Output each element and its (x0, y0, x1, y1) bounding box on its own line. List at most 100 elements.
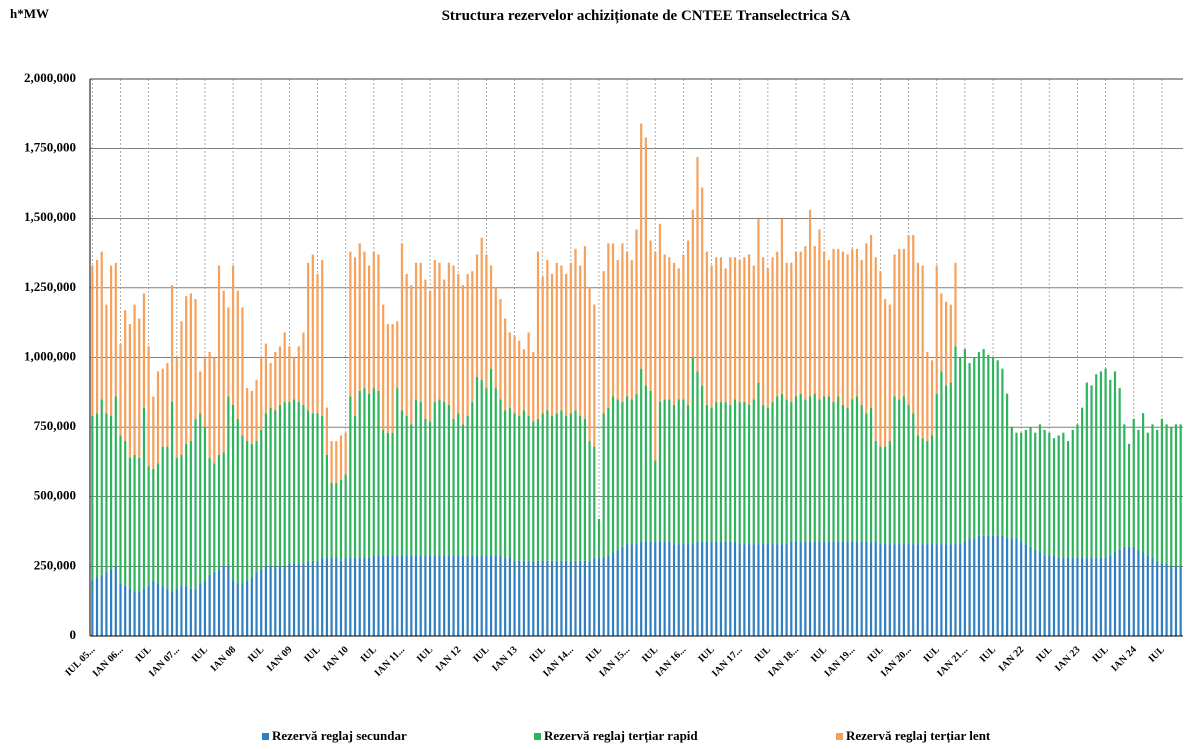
bar-segment (302, 332, 305, 405)
bar-segment (724, 268, 727, 403)
bar-segment (368, 265, 371, 394)
bar-segment (560, 265, 563, 411)
bar-segment (902, 544, 905, 636)
bar-segment (170, 285, 174, 403)
bar-segment (902, 396, 905, 545)
bar-segment (794, 541, 798, 636)
bar-segment (344, 474, 347, 559)
bar-segment (335, 482, 338, 559)
bar-segment (893, 254, 896, 397)
bar-segment (785, 262, 788, 400)
bar-segment (583, 246, 586, 419)
bar-segment (489, 555, 493, 636)
x-tick-label: IUL (865, 644, 886, 665)
bar-segment (236, 583, 239, 636)
bar-segment (621, 243, 624, 403)
bar-segment (621, 546, 624, 636)
bar-segment (926, 351, 929, 442)
bar-segment (579, 265, 582, 416)
bar-segment (433, 402, 436, 556)
bar-segment (851, 399, 854, 542)
bar-segment (297, 346, 300, 403)
bar-segment (893, 544, 896, 636)
bar-segment (1085, 558, 1088, 636)
bar-segment (555, 262, 558, 414)
bar-segment (940, 293, 943, 372)
bar-segment (166, 588, 169, 636)
bar-segment (166, 446, 169, 589)
bar-segment (574, 410, 577, 561)
bar-segment (672, 262, 676, 405)
x-tick-label: IAN 08 (209, 644, 239, 674)
bar-segment (1048, 432, 1051, 556)
bar-segment (607, 243, 610, 408)
bar-segment (231, 580, 235, 636)
legend-label: Rezervă reglaj secundar (272, 728, 407, 743)
x-tick-label: IUL (133, 644, 154, 665)
bar-segment (729, 257, 732, 405)
bar-segment (565, 415, 568, 561)
bar-segment (898, 544, 901, 636)
bar-segment (203, 357, 207, 428)
bar-segment (508, 407, 511, 559)
bar-segment (823, 396, 826, 542)
bar-segment (368, 393, 371, 559)
bar-segment (569, 262, 572, 414)
bar-segment (644, 541, 647, 636)
bar-segment (368, 558, 371, 636)
bar-segment (1062, 432, 1065, 559)
bar-segment (189, 293, 192, 442)
bar-segment (818, 229, 821, 400)
bar-segment (100, 251, 103, 400)
bar-segment (133, 591, 136, 636)
x-tick-label: IAN 12 (434, 644, 464, 674)
bar-segment (888, 544, 891, 636)
bar-segment (541, 560, 544, 636)
bar-segment (1043, 555, 1046, 636)
bar-segment (499, 299, 502, 400)
bar-segment (982, 535, 985, 636)
bar-segment (823, 541, 826, 636)
bar-segment (1066, 558, 1070, 636)
bar-segment (846, 407, 849, 542)
bar-segment (438, 399, 441, 556)
bar-segment (1071, 558, 1074, 636)
bar-segment (513, 335, 516, 414)
bar-segment (640, 123, 643, 369)
bar-segment (855, 248, 859, 397)
bar-segment (818, 541, 821, 636)
bar-segment (339, 480, 343, 561)
bar-segment (1081, 558, 1084, 636)
bar-segment (532, 421, 535, 561)
bar-segment (616, 549, 619, 636)
bar-segment (344, 558, 347, 636)
x-tick-label: IAN 17... (710, 644, 745, 679)
bar-segment (480, 555, 483, 636)
bar-segment (142, 588, 146, 636)
bar-segment (222, 290, 225, 453)
bar-segment (175, 457, 178, 589)
x-tick-label: IAN 06... (91, 644, 126, 679)
bar-segment (194, 418, 197, 589)
bar-segment (776, 251, 779, 397)
bar-segment (307, 560, 310, 636)
bar-segment (447, 555, 450, 636)
bar-segment (912, 413, 915, 545)
bar-segment (443, 279, 446, 403)
bar-segment (358, 243, 361, 391)
bar-segment (466, 415, 469, 556)
bar-segment (602, 271, 605, 414)
bar-segment (124, 585, 127, 636)
bar-segment (640, 541, 643, 636)
bar-segment (621, 402, 624, 547)
bar-segment (1146, 555, 1149, 636)
bar-segment (813, 393, 816, 542)
bar-segment (133, 454, 136, 592)
bar-segment (1024, 544, 1027, 636)
bar-segment (124, 310, 127, 442)
bar-segment (377, 555, 380, 636)
bar-segment (302, 404, 305, 564)
bar-segment (185, 585, 188, 636)
bar-segment (757, 544, 760, 636)
bar-segment (504, 558, 507, 636)
